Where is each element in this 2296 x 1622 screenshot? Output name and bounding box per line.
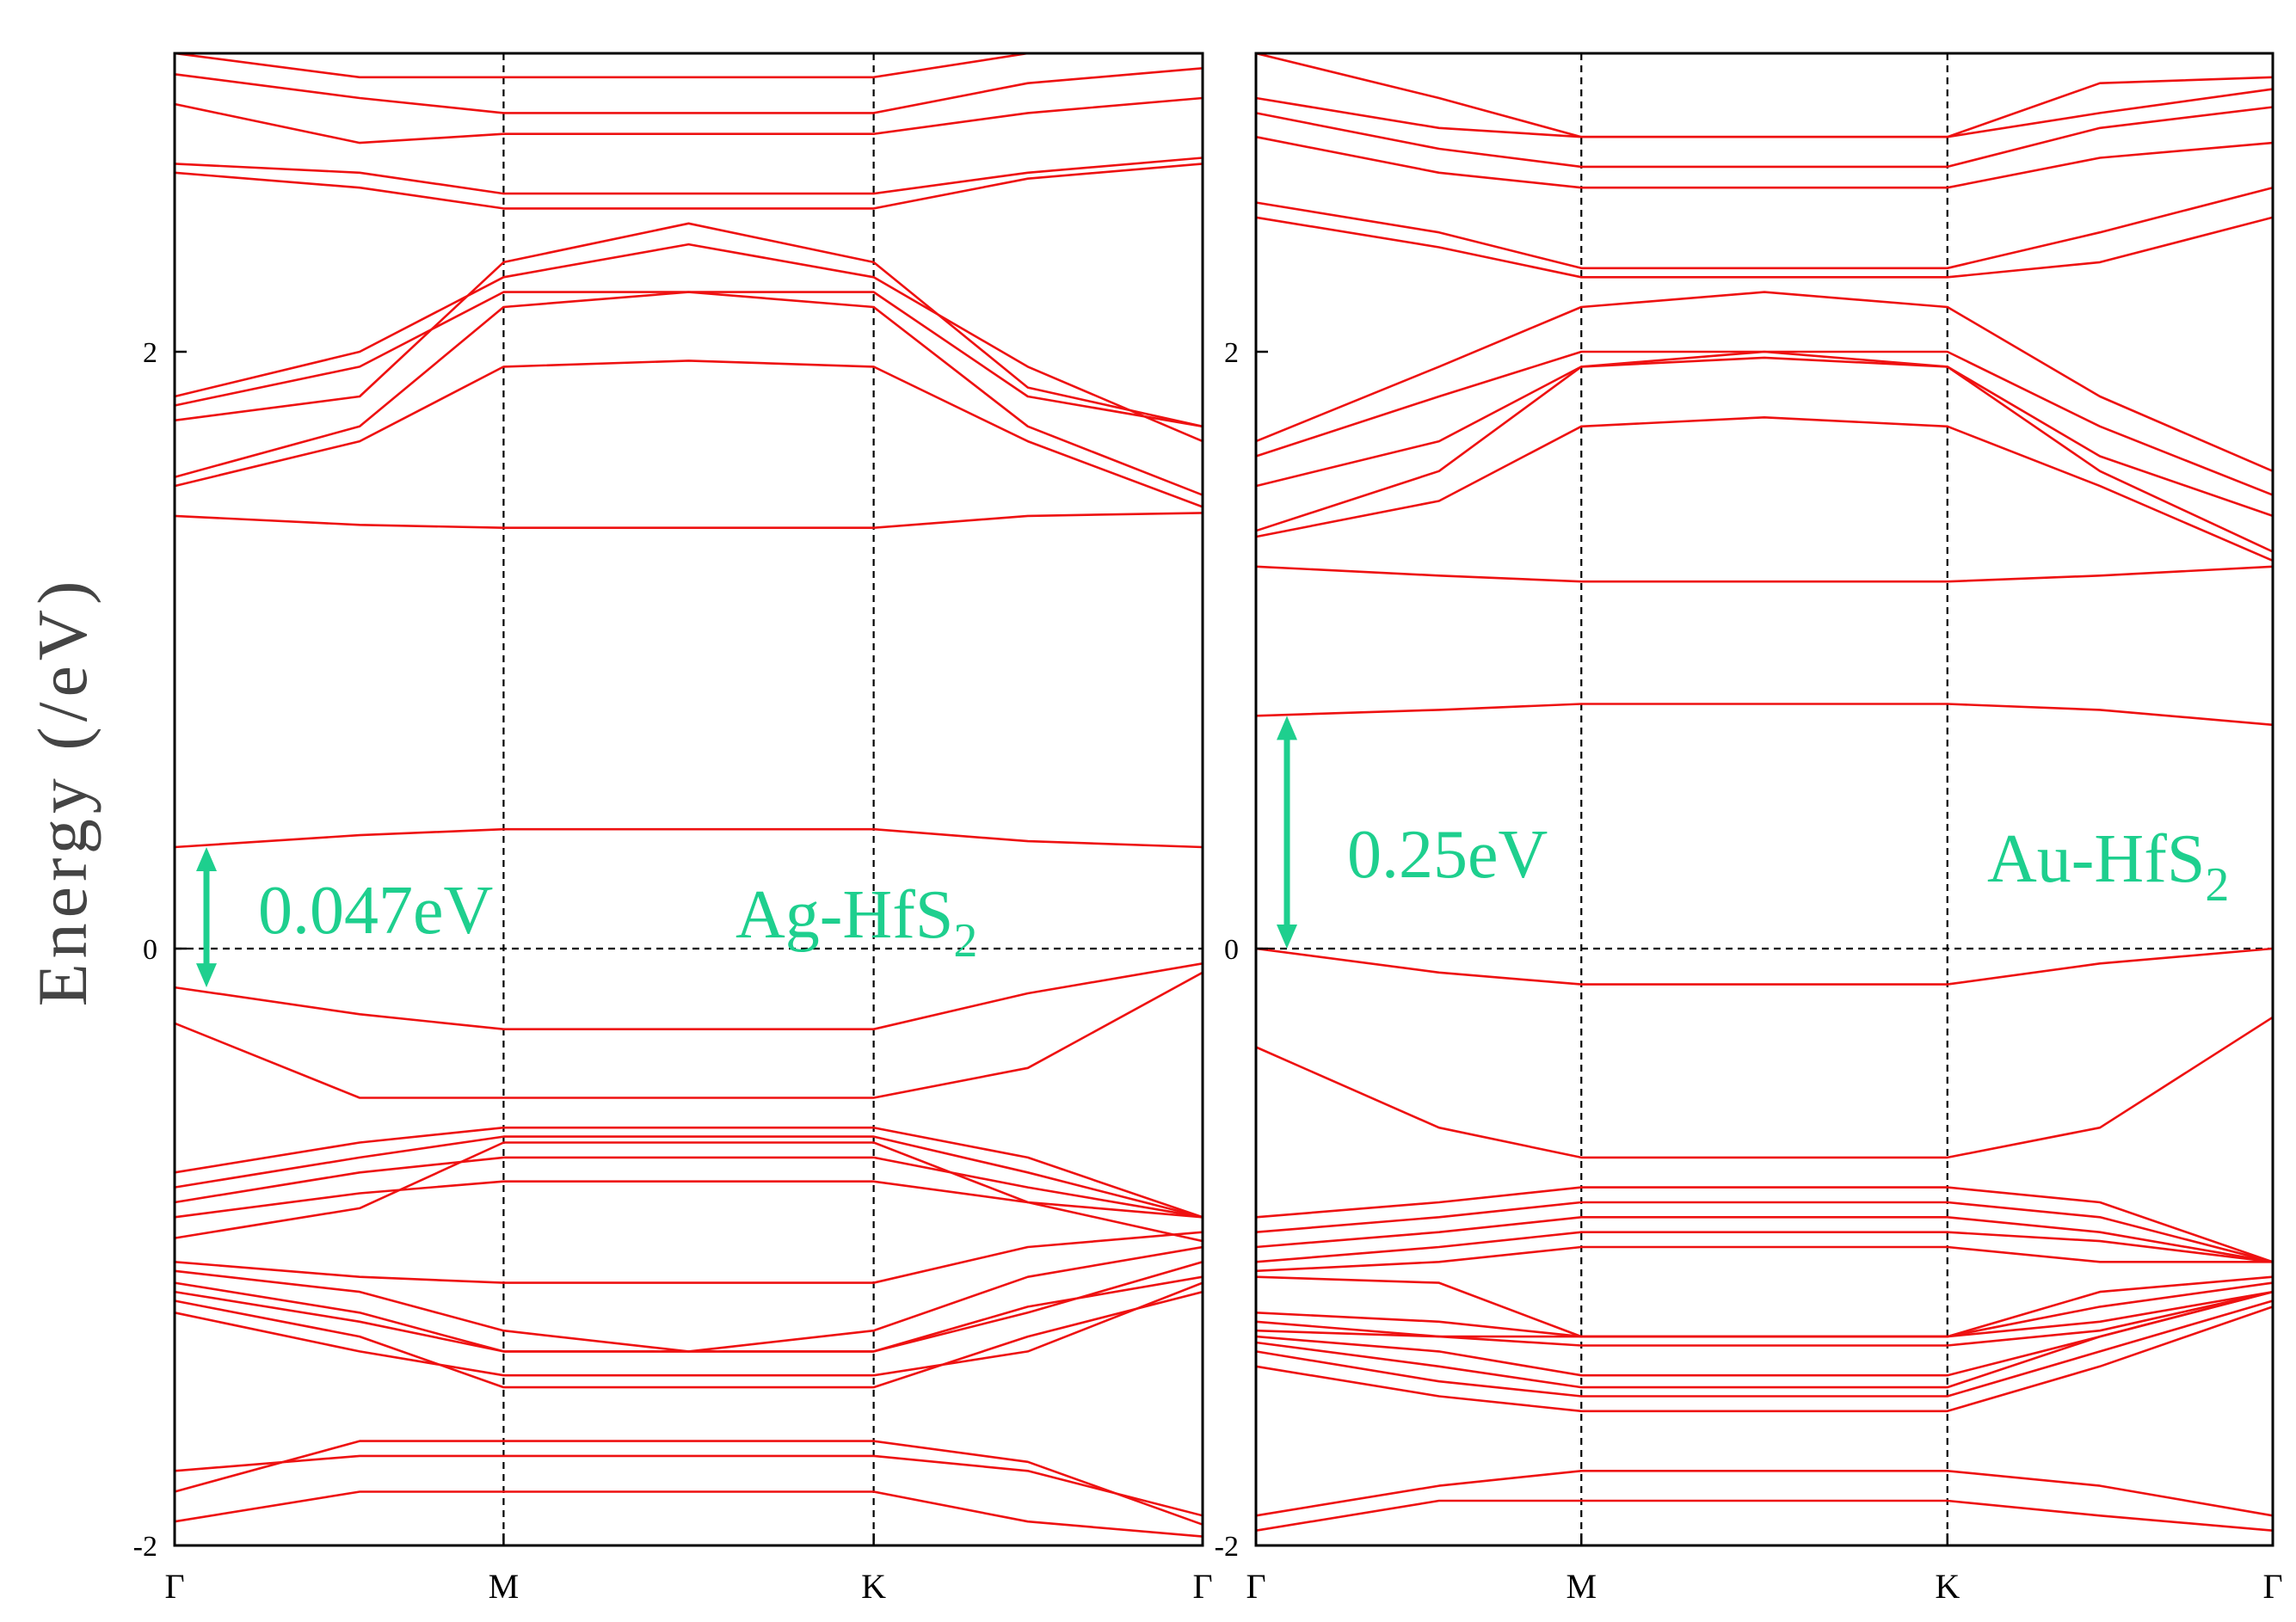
band-line bbox=[1255, 703, 2274, 727]
band-line bbox=[174, 512, 1203, 530]
gap-arrow-head-up bbox=[1277, 716, 1297, 740]
band-line bbox=[174, 1454, 1203, 1517]
y-tick-label: 0 bbox=[143, 934, 157, 966]
band-line bbox=[1255, 135, 2274, 189]
band-line bbox=[1255, 350, 2274, 496]
material-label-main: Au-HfS bbox=[1987, 821, 2205, 897]
band-line bbox=[1255, 1499, 2274, 1532]
gap-arrow-head-down bbox=[196, 963, 217, 988]
band-line bbox=[174, 962, 1203, 1030]
band-line bbox=[174, 243, 1203, 443]
band-line bbox=[174, 157, 1203, 195]
band-line bbox=[174, 1126, 1203, 1219]
y-tick-label: -2 bbox=[1215, 1531, 1239, 1563]
band-line bbox=[1255, 291, 2274, 472]
band-line bbox=[1255, 1290, 2274, 1377]
y-tick-label: -2 bbox=[133, 1531, 157, 1563]
y-tick-label: 0 bbox=[1224, 934, 1239, 966]
band-line bbox=[174, 827, 1203, 849]
band-line bbox=[1255, 186, 2274, 270]
x-tick-label: Γ bbox=[1192, 1567, 1212, 1606]
material-label-subscript: 2 bbox=[953, 914, 977, 968]
band-line bbox=[1255, 1299, 2274, 1398]
x-tick-label: K bbox=[861, 1567, 886, 1606]
band-line bbox=[174, 1156, 1203, 1219]
gap-label: 0.25eV bbox=[1347, 817, 1548, 893]
gap-arrow-head-down bbox=[1277, 925, 1297, 949]
band-line bbox=[174, 1231, 1203, 1284]
band-line bbox=[1255, 1306, 2274, 1413]
plot-frame bbox=[1254, 52, 2274, 1547]
material-label-subscript: 2 bbox=[2205, 858, 2229, 912]
band-line bbox=[1255, 1016, 2274, 1159]
band-line bbox=[174, 1180, 1203, 1219]
x-tick-label: M bbox=[489, 1567, 520, 1606]
band-line bbox=[174, 163, 1203, 210]
band-line bbox=[174, 1290, 1203, 1389]
band-line bbox=[1255, 106, 2274, 169]
plot-frame bbox=[173, 52, 1204, 1547]
x-tick-label: K bbox=[1935, 1567, 1960, 1606]
band-line bbox=[1255, 1231, 2274, 1263]
band-line bbox=[1255, 1275, 2274, 1338]
y-tick-label: 2 bbox=[1224, 337, 1239, 369]
band-line bbox=[174, 1281, 1203, 1377]
gap-arrow-head-up bbox=[196, 847, 217, 872]
band-line bbox=[174, 222, 1203, 428]
band-line bbox=[1255, 415, 2274, 562]
band-line bbox=[1255, 1216, 2274, 1263]
gap-label: 0.047eV bbox=[258, 873, 493, 949]
material-label: Ag-HfS2 bbox=[736, 877, 977, 968]
material-label: Au-HfS2 bbox=[1987, 821, 2229, 912]
band-line bbox=[174, 971, 1203, 1099]
y-axis-label: Energy (/eV) bbox=[23, 576, 102, 1007]
y-tick-label: 2 bbox=[143, 337, 157, 369]
band-line bbox=[1255, 356, 2274, 553]
band-line bbox=[1255, 1245, 2273, 1273]
band-line bbox=[1255, 565, 2274, 583]
x-tick-label: M bbox=[1566, 1567, 1597, 1606]
material-label-main: Ag-HfS bbox=[736, 877, 953, 953]
band-line bbox=[174, 359, 1203, 508]
band-line bbox=[1255, 216, 2274, 279]
band-line bbox=[174, 1490, 1203, 1538]
band-line bbox=[1255, 1470, 2274, 1517]
band-line bbox=[1255, 52, 2274, 138]
band-line bbox=[1255, 1186, 2274, 1263]
band-line bbox=[174, 96, 1203, 144]
band-line bbox=[174, 1135, 1203, 1219]
band-line bbox=[174, 1245, 1203, 1353]
band-line bbox=[1255, 947, 2274, 986]
band-line bbox=[1255, 1201, 2274, 1263]
band-line bbox=[174, 291, 1203, 428]
x-tick-label: Γ bbox=[164, 1567, 184, 1606]
band-line bbox=[174, 1440, 1203, 1526]
x-tick-label: Γ bbox=[1246, 1567, 1265, 1606]
band-line bbox=[174, 67, 1203, 114]
x-tick-label: Γ bbox=[2262, 1567, 2282, 1606]
